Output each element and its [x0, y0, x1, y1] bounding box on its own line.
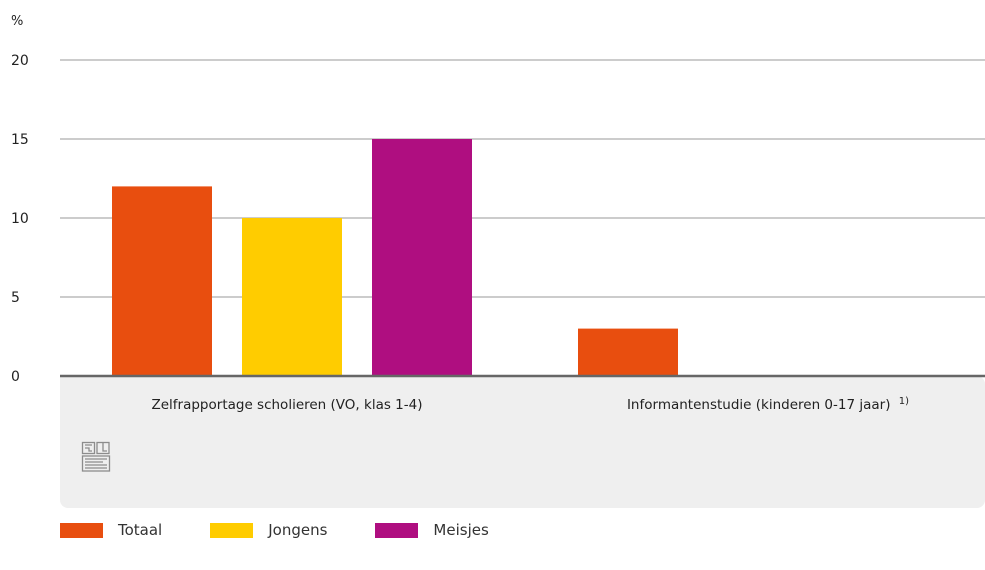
- legend-item-totaal: Totaal: [60, 521, 162, 539]
- y-tick-labels: 0 5 10 15 20: [11, 53, 29, 385]
- category-band: [60, 376, 985, 508]
- legend-item-jongens: Jongens: [210, 521, 327, 539]
- y-unit-label: %: [11, 14, 23, 29]
- category-band-corner: [60, 376, 80, 396]
- footnote-mark: 1): [899, 396, 909, 407]
- bar-meisjes-0: [372, 139, 472, 376]
- legend-label-totaal: Totaal: [118, 521, 163, 539]
- category-label-1: Informantenstudie (kinderen 0-17 jaar) 1…: [627, 396, 909, 413]
- bars: [112, 139, 678, 376]
- y-tick-label-4: 20: [11, 53, 29, 69]
- cbs-logo-icon: cbs: [81, 441, 111, 472]
- y-tick-label-2: 10: [11, 211, 29, 227]
- y-tick-label-1: 5: [11, 290, 20, 306]
- y-tick-label-3: 15: [11, 132, 29, 148]
- legend: Totaal Jongens Meisjes: [60, 521, 537, 539]
- legend-item-meisjes: Meisjes: [375, 521, 489, 539]
- category-label-0: Zelfrapportage scholieren (VO, klas 1-4): [151, 397, 422, 413]
- legend-label-jongens: Jongens: [268, 521, 328, 539]
- legend-swatch-jongens: [210, 522, 254, 538]
- legend-swatch-totaal: [60, 522, 103, 538]
- gridlines: [60, 59, 985, 298]
- bar-totaal-0: [112, 186, 212, 376]
- bar-totaal-1: [578, 328, 678, 376]
- legend-swatch-meisjes: [375, 522, 419, 538]
- y-tick-label-0: 0: [11, 369, 20, 385]
- bar-jongens-0: [242, 218, 342, 376]
- legend-label-meisjes: Meisjes: [433, 521, 489, 539]
- category-label-0-text: Zelfrapportage scholieren (VO, klas 1-4): [151, 397, 422, 413]
- category-label-1-text: Informantenstudie (kinderen 0-17 jaar): [627, 397, 891, 413]
